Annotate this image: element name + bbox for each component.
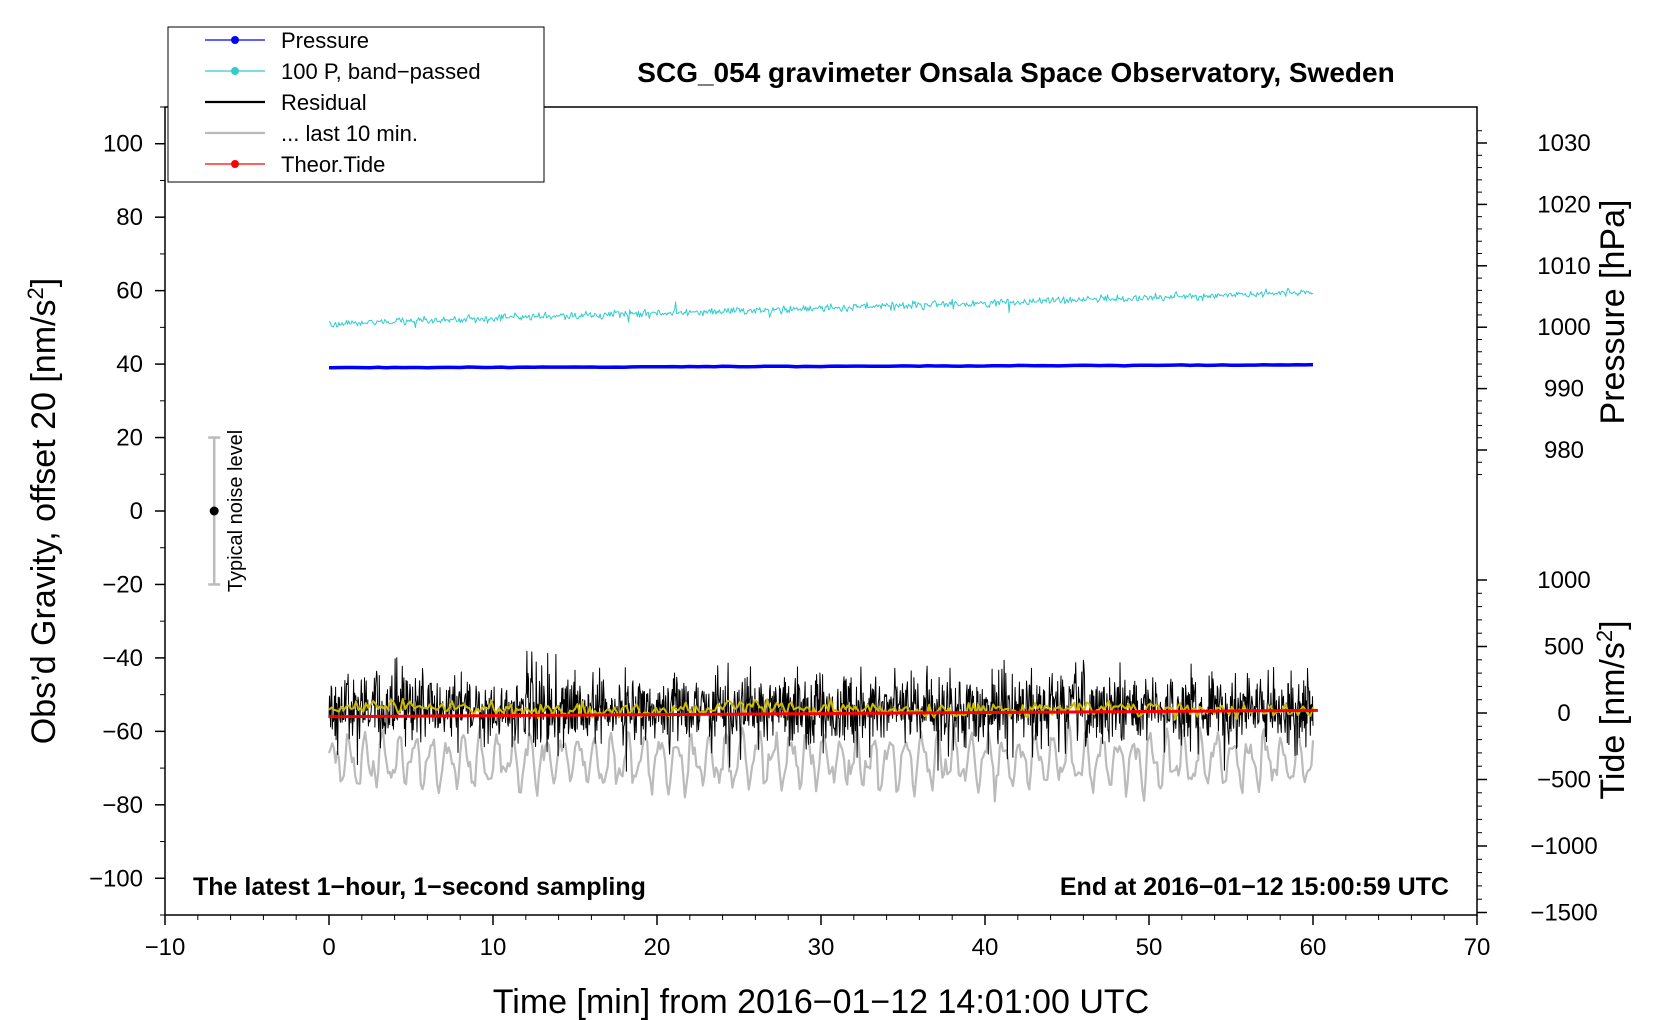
legend-label: ... last 10 min. <box>281 121 418 146</box>
y-axis-title-tide-end: ] <box>1594 620 1632 629</box>
pressure-tick-label: 1030 <box>1537 130 1590 157</box>
sampling-note: The latest 1−hour, 1−second sampling <box>193 873 646 901</box>
tide-tick-label: −500 <box>1537 767 1591 794</box>
y-axis-title-left-sup: 2 <box>23 287 48 299</box>
series-theor-tide <box>328 708 1318 719</box>
pressure-tick-label: 990 <box>1544 376 1584 403</box>
x-tick-label: 40 <box>972 934 999 961</box>
legend-label: Pressure <box>281 28 369 53</box>
y-tick-label: −100 <box>89 865 143 892</box>
y-tick-label: 100 <box>103 131 143 158</box>
y-axis-title-tide-sup: 2 <box>1592 630 1617 642</box>
y-axis-title-tide-main: Tide [nm/s <box>1594 642 1632 799</box>
y-tick-label: −60 <box>102 718 143 745</box>
y-axis-title-left: Obs’d Gravity, offset 20 [nm/s2] <box>23 278 63 744</box>
y-axis-title-left-end: ] <box>25 278 63 287</box>
legend-marker <box>231 67 239 75</box>
series-last-10-min <box>327 719 1315 803</box>
tide-tick-label: −1500 <box>1530 900 1597 927</box>
legend-marker <box>231 160 239 168</box>
series-pressure <box>328 362 1314 370</box>
legend-label: Residual <box>281 90 367 115</box>
y-axis-title-pressure: Pressure [hPa] <box>1594 200 1632 425</box>
x-tick-label: 60 <box>1300 934 1327 961</box>
pressure-tick-label: 980 <box>1544 437 1584 464</box>
x-tick-label: 50 <box>1136 934 1163 961</box>
x-tick-label: 20 <box>644 934 671 961</box>
tide-tick-label: 500 <box>1544 634 1584 661</box>
noise-bar-center <box>209 506 219 516</box>
noise-bar: Typical noise level <box>208 430 247 592</box>
chart-title: SCG_054 gravimeter Onsala Space Observat… <box>637 57 1394 88</box>
legend: Pressure 100 P, band−passed Residual ... la… <box>167 26 545 183</box>
y-tick-label: −40 <box>102 645 143 672</box>
legend-marker <box>231 36 239 44</box>
tide-tick-label: 1000 <box>1537 567 1590 594</box>
series-band-passed-pressure <box>328 287 1314 328</box>
legend-label: Theor.Tide <box>281 152 385 177</box>
x-axis-title: Time [min] from 2016−01−12 14:01:00 UTC <box>493 983 1149 1020</box>
y-tick-label: −20 <box>102 571 143 598</box>
noise-level-label: Typical noise level <box>225 430 247 592</box>
x-tick-label: −10 <box>145 934 186 961</box>
tide-tick-label: 0 <box>1557 700 1570 727</box>
y-axis-title-left-main: Obs’d Gravity, offset 20 [nm/s <box>25 300 63 745</box>
y-tick-label: 0 <box>130 498 143 525</box>
x-tick-label: 10 <box>480 934 507 961</box>
y-tick-label: 20 <box>116 425 143 452</box>
pressure-tick-label: 1010 <box>1537 253 1590 280</box>
series-layer <box>327 287 1318 803</box>
y-axis-title-tide: Tide [nm/s2] <box>1592 620 1632 799</box>
pressure-tick-label: 1020 <box>1537 191 1590 218</box>
y-tick-label: 80 <box>116 204 143 231</box>
x-tick-label: 70 <box>1464 934 1491 961</box>
tide-tick-label: −1000 <box>1530 833 1597 860</box>
x-tick-label: 0 <box>322 934 335 961</box>
legend-label: 100 P, band−passed <box>281 59 481 84</box>
series-residual-smoothed <box>328 697 1314 721</box>
end-time-note: End at 2016−01−12 15:00:59 UTC <box>1060 873 1449 901</box>
x-tick-label: 30 <box>808 934 835 961</box>
legend-box <box>167 26 545 183</box>
axis-layer: −10 0 10 20 30 40 50 60 70−100−80−60−40−20020406… <box>89 106 1598 961</box>
y-tick-label: 40 <box>116 351 143 378</box>
pressure-tick-label: 1000 <box>1537 314 1590 341</box>
y-tick-label: −80 <box>102 792 143 819</box>
plot-frame <box>164 106 1478 916</box>
y-tick-label: 60 <box>116 278 143 305</box>
